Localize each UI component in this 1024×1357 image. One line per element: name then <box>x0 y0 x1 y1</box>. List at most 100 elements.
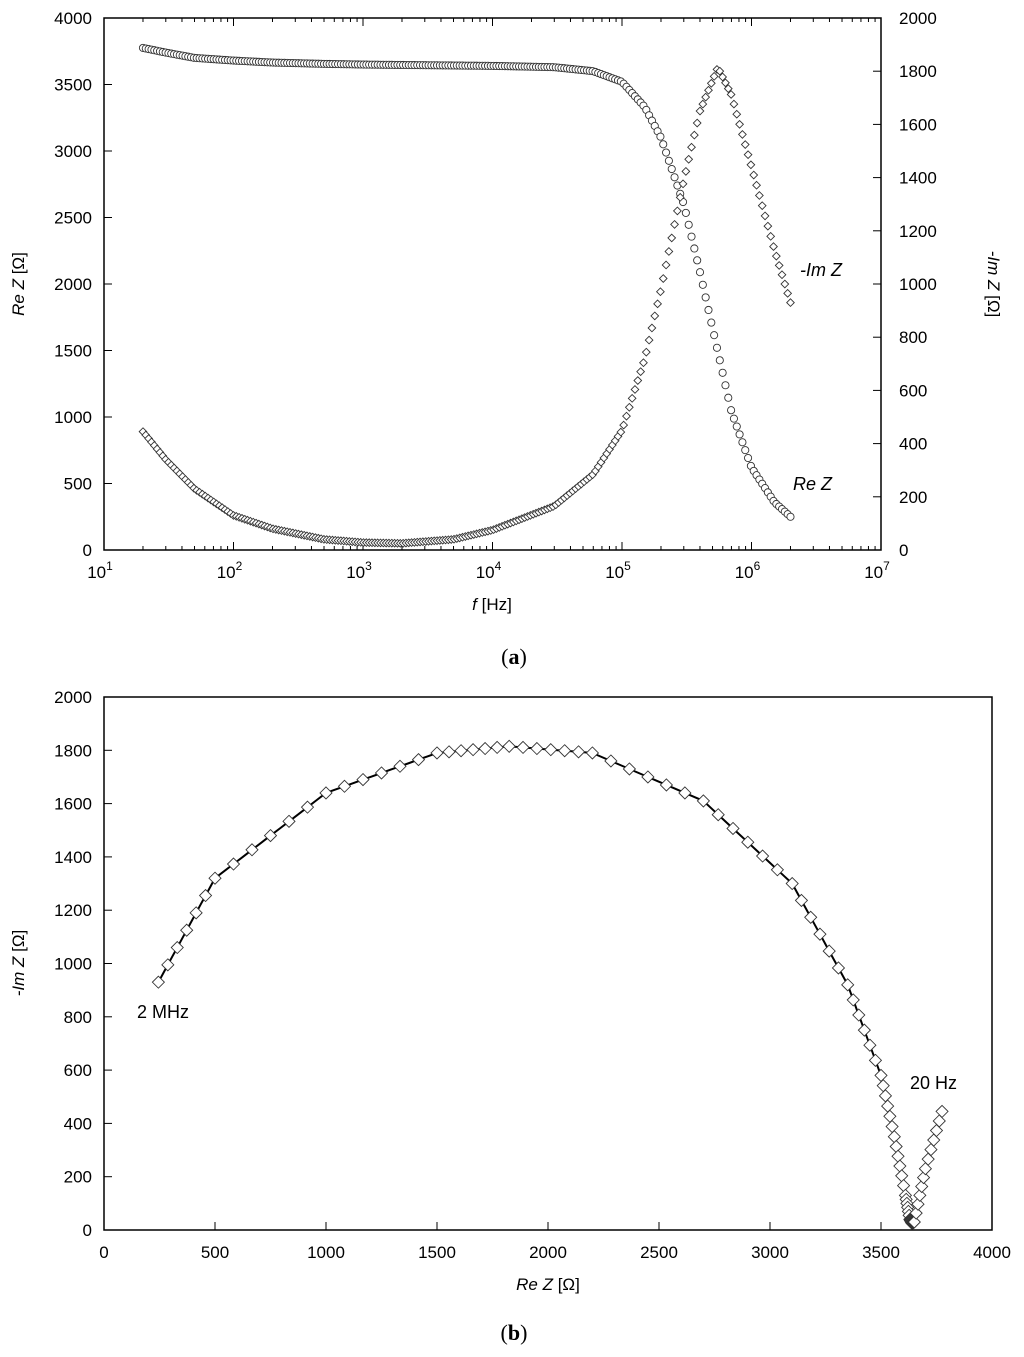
b-x-tick-label: 1500 <box>418 1243 456 1262</box>
a-left-tick-label: 1000 <box>54 408 92 427</box>
a-im-z-point <box>655 287 665 297</box>
a-re-z-point <box>715 356 724 365</box>
a-im-z-point <box>718 72 728 82</box>
b-y-tick-label: 400 <box>64 1114 92 1133</box>
b-data-point <box>874 1068 888 1083</box>
a-left-tick-label: 2000 <box>54 275 92 294</box>
a-right-tick-label: 2000 <box>899 9 937 28</box>
a-x-tick-label: 102 <box>217 559 243 582</box>
b-data-point <box>868 1053 883 1067</box>
panel-b-x-ticks: 0 500 1000 1500 2000 2500 3000 3500 4000 <box>99 1222 1011 1262</box>
a-im-z-point <box>698 99 708 109</box>
b-data-point <box>885 1119 899 1134</box>
a-re-z-point <box>681 208 690 217</box>
panel-a-left-ticks: 0 500 1000 1500 2000 2500 3000 3500 4000 <box>54 9 112 560</box>
a-im-z-point <box>721 78 730 88</box>
a-x-tick-label: 104 <box>476 559 502 582</box>
b-data-point <box>170 940 184 955</box>
a-re-z-point <box>656 132 665 141</box>
a-im-z-point <box>783 288 793 298</box>
a-re-z-point <box>667 164 676 174</box>
b-data-point <box>804 910 818 924</box>
b-data-point <box>929 1123 944 1138</box>
a-im-z-point <box>639 358 648 368</box>
b-data-point <box>393 759 407 773</box>
b-y-tick-label: 200 <box>64 1168 92 1187</box>
b-data-point <box>878 1089 893 1103</box>
a-im-z-point <box>630 385 640 394</box>
a-re-z-point <box>659 140 668 149</box>
panel-b-frame <box>103 696 993 1231</box>
a-re-z-point <box>684 220 693 229</box>
b-data-point <box>530 741 544 756</box>
b-data-point <box>755 849 770 863</box>
b-y-tick-label: 2000 <box>54 688 92 707</box>
a-im-z-point <box>754 191 764 200</box>
b-data-point <box>571 745 586 759</box>
panel-a-frame <box>103 17 882 551</box>
b-data-point <box>911 1197 925 1211</box>
b-data-point <box>921 1152 935 1166</box>
b-data-point <box>678 786 692 800</box>
a-im-z-point <box>647 323 657 333</box>
a-re-z-point <box>732 422 741 431</box>
b-data-point <box>374 766 389 780</box>
a-im-z-point <box>675 192 685 202</box>
b-data-point <box>913 1188 927 1202</box>
a-im-z-point <box>715 66 725 76</box>
b-data-point <box>151 975 166 989</box>
a-re-z-point <box>687 232 696 241</box>
a-im-z-point <box>780 279 790 289</box>
b-data-point <box>544 742 558 757</box>
a-re-z-point <box>744 453 753 463</box>
b-data-point <box>918 1162 933 1176</box>
a-im-z-point <box>766 231 776 241</box>
b-x-tick-label: 2500 <box>640 1243 678 1262</box>
b-data-point <box>300 800 315 814</box>
b-data-point <box>924 1142 938 1157</box>
b-x-tick-label: 3000 <box>751 1243 789 1262</box>
a-im-z-point <box>633 376 643 385</box>
a-im-z-point <box>641 347 651 357</box>
a-im-z-point <box>771 251 781 261</box>
a-re-z-point <box>704 305 713 315</box>
b-data-point <box>454 744 468 758</box>
b-y-tick-label: 600 <box>64 1061 92 1080</box>
a-im-z-point <box>729 99 739 109</box>
b-y-tick-label: 1800 <box>54 741 92 760</box>
b-x-tick-label: 0 <box>99 1243 108 1262</box>
a-im-z-point <box>752 180 761 190</box>
b-data-point <box>831 961 846 975</box>
b-data-point <box>770 863 785 877</box>
a-re-z-point <box>662 148 671 157</box>
a-re-z-point <box>712 343 722 352</box>
b-data-point <box>895 1169 909 1183</box>
a-im-z-point <box>678 179 688 189</box>
b-data-point <box>915 1179 929 1194</box>
b-data-point <box>161 958 175 972</box>
b-data-point <box>208 871 222 885</box>
b-data-point <box>442 745 456 759</box>
a-re-z-point <box>727 406 736 415</box>
b-data-point <box>907 1215 921 1229</box>
panel-a-x-ticks: 101 102 103 104 105 106 107 <box>87 18 890 582</box>
a-im-z-point <box>706 78 716 88</box>
a-im-z-point <box>740 140 750 149</box>
panel-a-label: (a) <box>501 644 527 669</box>
a-im-z-point <box>704 85 713 95</box>
panel-b-label: (b) <box>501 1320 528 1345</box>
b-y-tick-label: 1200 <box>54 901 92 920</box>
b-x-tick-label: 500 <box>201 1243 229 1262</box>
a-left-tick-label: 500 <box>64 475 92 494</box>
a-re-z-point <box>786 512 795 521</box>
b-data-point <box>245 843 259 857</box>
b-data-point <box>846 993 860 1007</box>
b-data-point <box>356 772 370 787</box>
b-data-point <box>502 739 516 753</box>
b-data-point <box>893 1159 907 1173</box>
b-data-point <box>857 1023 871 1037</box>
a-im-z-point <box>746 160 756 170</box>
b-data-point <box>558 744 572 758</box>
b-data-point <box>927 1133 941 1147</box>
a-im-z-point <box>774 260 784 270</box>
